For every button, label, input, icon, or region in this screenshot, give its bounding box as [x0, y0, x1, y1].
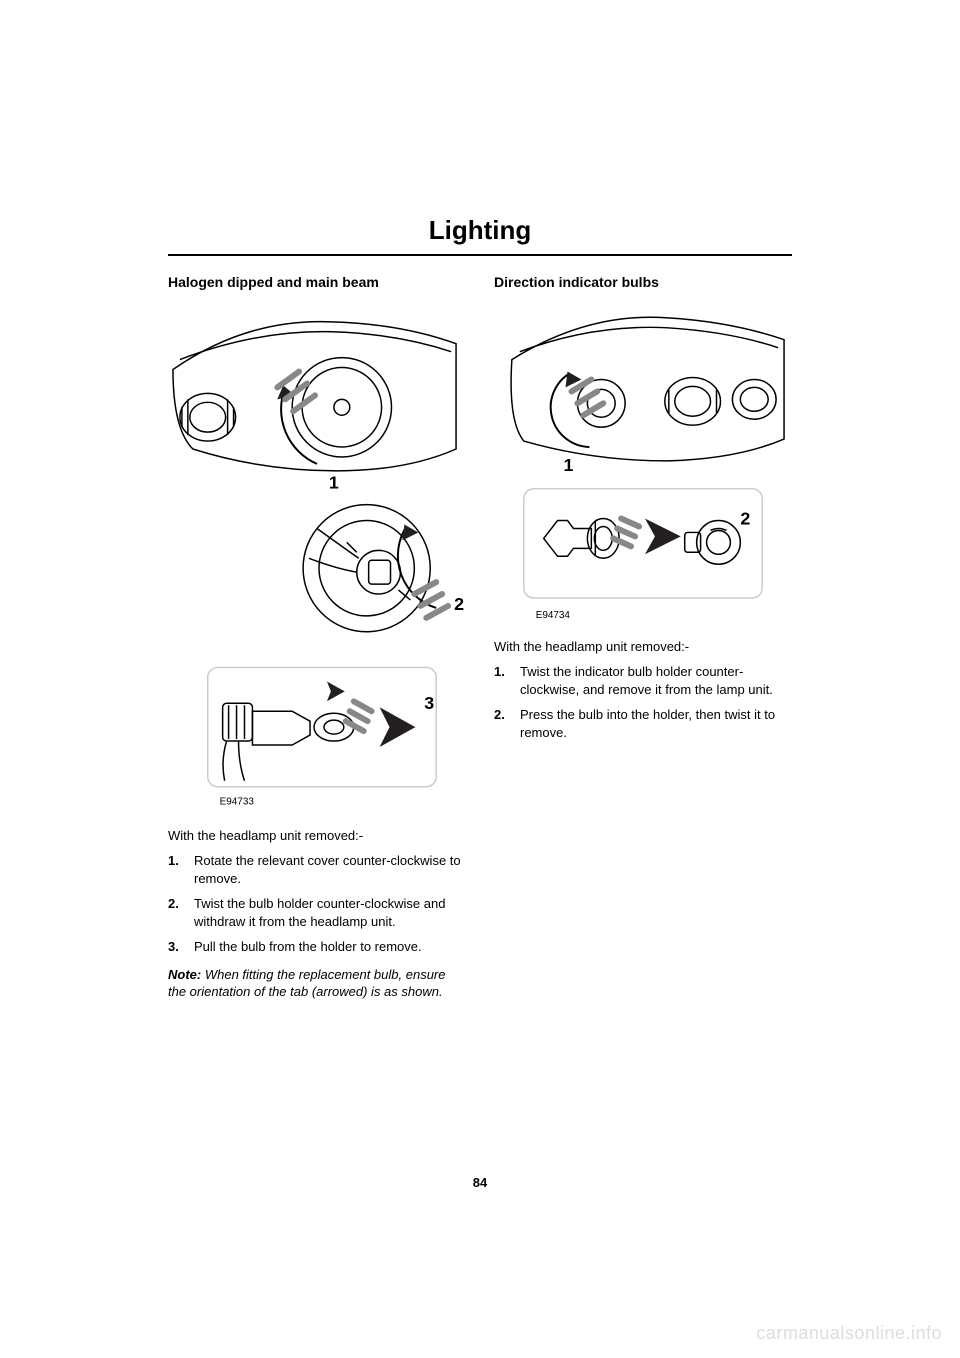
note-body: When fitting the replacement bulb, ensur…: [168, 967, 445, 1000]
diagram-label-1: 1: [329, 473, 339, 493]
right-step-2: Press the bulb into the holder, then twi…: [494, 706, 792, 741]
left-step-1: Rotate the relevant cover counter-clockw…: [168, 852, 466, 887]
page-title: Lighting: [168, 215, 792, 246]
left-intro: With the headlamp unit removed:-: [168, 827, 466, 845]
left-step-2: Twist the bulb holder counter-clockwise …: [168, 895, 466, 930]
right-intro: With the headlamp unit removed:-: [494, 638, 792, 656]
watermark: carmanualsonline.info: [756, 1323, 942, 1344]
title-rule: [168, 254, 792, 256]
right-step-1: Twist the indicator bulb holder counter-…: [494, 663, 792, 698]
indicator-label-1: 1: [564, 455, 574, 475]
diagram-label-3: 3: [424, 693, 434, 713]
left-note: Note: When fitting the replacement bulb,…: [168, 966, 466, 1001]
indicator-diagram: 1: [494, 300, 792, 628]
halogen-diagram: 1: [168, 300, 466, 817]
left-figure-id: E94733: [220, 797, 255, 808]
note-label: Note:: [168, 967, 201, 982]
right-steps: Twist the indicator bulb holder counter-…: [494, 663, 792, 741]
right-column: Direction indicator bulbs: [494, 274, 792, 1001]
indicator-label-2: 2: [740, 508, 750, 528]
right-figure-id: E94734: [536, 610, 571, 621]
left-step-3: Pull the bulb from the holder to remove.: [168, 938, 466, 956]
left-steps: Rotate the relevant cover counter-clockw…: [168, 852, 466, 956]
left-column: Halogen dipped and main beam: [168, 274, 466, 1001]
page-number: 84: [0, 1175, 960, 1190]
diagram-label-2: 2: [454, 594, 464, 614]
left-heading: Halogen dipped and main beam: [168, 274, 466, 290]
right-heading: Direction indicator bulbs: [494, 274, 792, 290]
